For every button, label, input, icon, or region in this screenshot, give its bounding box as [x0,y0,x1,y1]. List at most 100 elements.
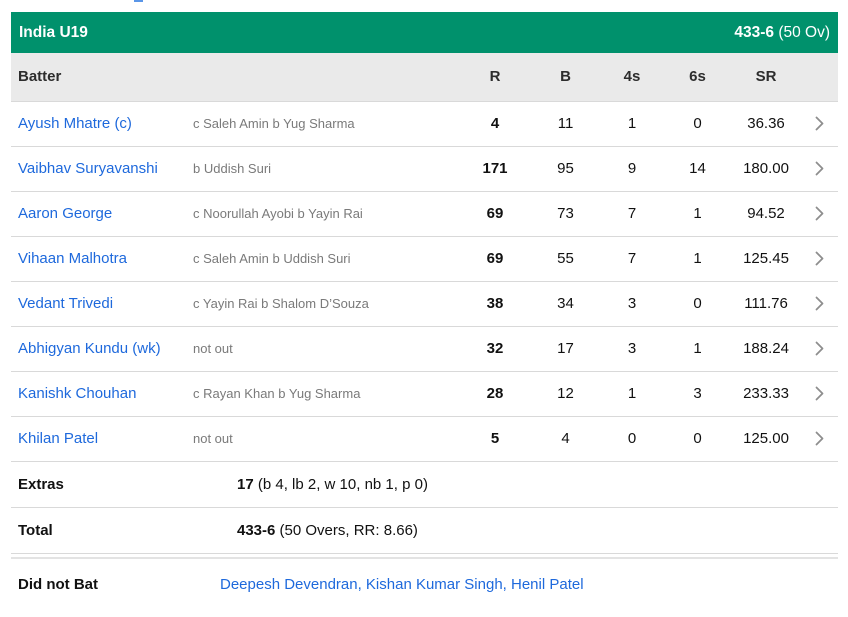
column-header-row: Batter R B 4s 6s SR [11,53,839,101]
strike-rate-value: 188.24 [743,340,789,357]
column-batter: Batter [18,68,62,86]
extras-total: 17 [237,475,254,493]
batter-row: Kanishk Chouhan c Rayan Khan b Yug Sharm… [11,371,839,416]
fours-value: 1 [627,385,637,402]
balls-value: 55 [557,250,574,267]
runs-value: 171 [482,160,508,177]
sixes-value: 0 [693,430,702,447]
batter-row: Abhigyan Kundu (wk) not out 32 17 3 1 18… [11,326,839,371]
dismissal-text: c Saleh Amin b Yug Sharma [193,116,355,131]
column-balls: B [560,68,571,86]
expand-chevron[interactable] [801,326,838,371]
balls-value: 34 [557,295,574,312]
batter-name-link[interactable]: Kanishk Chouhan [18,385,137,402]
balls-value: 73 [557,205,574,222]
batter-row: Ayush Mhatre (c) c Saleh Amin b Yug Shar… [11,101,839,146]
dismissal-text: c Noorullah Ayobi b Yayin Rai [193,206,363,221]
extras-value: 17 (b 4, lb 2, w 10, nb 1, p 0) [193,461,838,507]
batter-name-link[interactable]: Ayush Mhatre (c) [18,115,132,132]
sixes-value: 3 [693,385,702,402]
strike-rate-value: 36.36 [747,115,785,132]
did-not-bat-row: Did not Bat Deepesh Devendran, Kishan Ku… [11,560,838,610]
batter-name-link[interactable]: Aaron George [18,205,113,222]
batter-name-link[interactable]: Vaibhav Suryavanshi [18,160,158,177]
strike-rate-value: 233.33 [743,385,789,402]
chevron-right-icon [815,295,824,312]
runs-value: 69 [486,250,504,267]
sixes-value: 0 [693,295,702,312]
fours-value: 9 [627,160,637,177]
tab-indicator-fragment [134,0,143,2]
dismissal-text: not out [193,431,233,446]
strike-rate-value: 125.45 [743,250,789,267]
expand-chevron[interactable] [801,416,838,461]
did-not-bat-players[interactable]: Deepesh Devendran, Kishan Kumar Singh, H… [220,576,584,593]
fours-value: 0 [627,430,637,447]
expand-chevron[interactable] [801,236,838,281]
dismissal-text: c Saleh Amin b Uddish Suri [193,251,351,266]
balls-value: 12 [557,385,574,402]
team-name: India U19 [19,23,88,41]
expand-chevron[interactable] [801,146,838,191]
batter-row: Vihaan Malhotra c Saleh Amin b Uddish Su… [11,236,839,281]
total-score: 433-6 [237,521,276,539]
column-fours: 4s [623,68,641,86]
innings-scorecard: India U19 433-6 (50 Ov) Batter R B 4s 6s… [11,12,839,610]
runs-value: 32 [486,340,504,357]
expand-chevron[interactable] [801,191,838,236]
batter-name-link[interactable]: Khilan Patel [18,430,99,447]
runs-value: 69 [486,205,504,222]
total-value: 433-6 (50 Overs, RR: 8.66) [193,507,838,553]
expand-chevron[interactable] [801,281,838,326]
batter-row: Khilan Patel not out 5 4 0 0 125.00 [11,416,839,461]
expand-chevron[interactable] [801,101,838,146]
runs-value: 4 [490,115,500,132]
strike-rate-value: 94.52 [747,205,785,222]
runs-value: 5 [490,430,500,447]
extras-row: Extras 17 (b 4, lb 2, w 10, nb 1, p 0) [11,461,839,507]
sixes-value: 0 [693,115,702,132]
batter-name-link[interactable]: Abhigyan Kundu (wk) [18,340,161,357]
column-expand-spacer [801,53,838,101]
expand-chevron[interactable] [801,371,838,416]
balls-value: 17 [557,340,574,357]
extras-breakdown: (b 4, lb 2, w 10, nb 1, p 0) [253,475,428,493]
batting-table: Batter R B 4s 6s SR Ayush Mhatre (c) c S… [11,53,839,554]
column-sixes: 6s [689,68,706,86]
fours-value: 3 [627,295,637,312]
section-divider [11,556,838,559]
chevron-right-icon [815,385,824,402]
sixes-value: 1 [693,250,702,267]
dismissal-text: not out [193,341,233,356]
chevron-right-icon [815,250,824,267]
dismissal-text: b Uddish Suri [193,161,272,176]
sixes-value: 14 [689,160,706,177]
strike-rate-value: 125.00 [743,430,789,447]
batter-row: Vedant Trivedi c Yayin Rai b Shalom D’So… [11,281,839,326]
total-row: Total 433-6 (50 Overs, RR: 8.66) [11,507,839,553]
fours-value: 1 [627,115,637,132]
runs-value: 28 [486,385,504,402]
dismissal-text: c Rayan Khan b Yug Sharma [193,386,361,401]
fours-value: 7 [627,250,637,267]
fours-value: 3 [627,340,637,357]
balls-value: 11 [557,115,574,132]
extras-label: Extras [18,475,64,493]
column-strike-rate: SR [755,68,777,86]
balls-value: 95 [557,160,574,177]
chevron-right-icon [815,115,824,132]
batter-row: Vaibhav Suryavanshi b Uddish Suri 171 95… [11,146,839,191]
runs-value: 38 [486,295,504,312]
total-detail: (50 Overs, RR: 8.66) [275,521,418,539]
chevron-right-icon [815,340,824,357]
team-innings-header[interactable]: India U19 433-6 (50 Ov) [11,12,838,53]
balls-value: 4 [561,430,570,447]
team-score: 433-6 (50 Ov) [734,24,830,42]
sixes-value: 1 [693,340,702,357]
strike-rate-value: 180.00 [743,160,789,177]
dismissal-text: c Yayin Rai b Shalom D’Souza [193,296,369,311]
batter-name-link[interactable]: Vedant Trivedi [18,295,114,312]
column-runs: R [489,68,501,86]
batter-name-link[interactable]: Vihaan Malhotra [18,250,127,267]
fours-value: 7 [627,205,637,222]
